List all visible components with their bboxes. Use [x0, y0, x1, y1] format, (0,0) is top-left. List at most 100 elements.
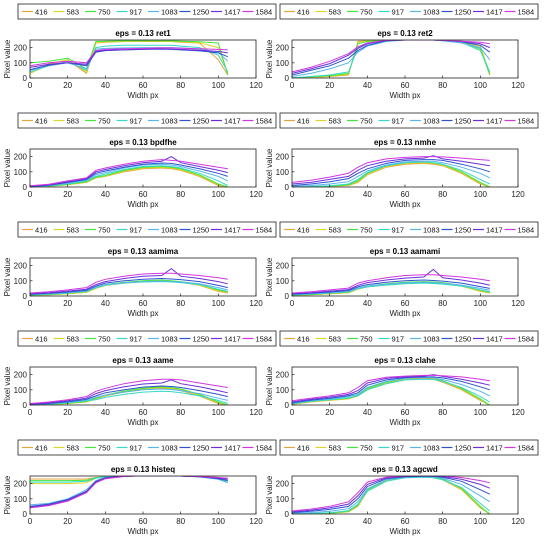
series-line-416	[292, 40, 491, 78]
legend-label: 917	[392, 335, 405, 344]
series-line-1250	[292, 159, 490, 186]
legend-label: 1584	[518, 444, 535, 453]
series-line-1417	[292, 155, 490, 185]
series-line-1417	[30, 267, 228, 295]
y-tick-label: 200	[14, 371, 28, 380]
series-group	[30, 156, 229, 187]
legend-label: 1083	[423, 335, 440, 344]
x-tick-label: 60	[401, 81, 410, 90]
legend-label: 1250	[193, 117, 210, 126]
x-tick-label: 0	[290, 299, 295, 308]
legend-label: 416	[35, 335, 48, 344]
y-axis-label: Pixel value	[3, 148, 12, 187]
legend-label: 750	[360, 8, 373, 17]
x-tick-label: 100	[474, 517, 488, 526]
x-tick-label: 80	[176, 190, 185, 199]
subplot-5: 416 583 750 917 1083 1250 1417 1584 eps = 0.13 a…	[3, 221, 277, 318]
x-tick-label: 60	[401, 190, 410, 199]
legend-label: 1083	[161, 8, 178, 17]
legend-box	[17, 221, 277, 238]
series-line-1250	[292, 476, 491, 513]
series-line-1083	[292, 377, 491, 404]
y-tick-label: 100	[14, 59, 28, 68]
series-line-1417	[292, 374, 490, 403]
series-line-750	[30, 40, 229, 76]
series-line-1250	[292, 376, 490, 404]
series-line-1417	[30, 48, 228, 68]
legend-label: 416	[297, 117, 310, 126]
legend-label: 1417	[486, 226, 503, 235]
y-tick-label: 100	[276, 386, 290, 395]
series-line-1083	[292, 476, 491, 514]
x-tick-label: 20	[63, 299, 72, 308]
x-tick-label: 60	[139, 517, 148, 526]
y-tick-label: 0	[285, 74, 290, 83]
legend-label: 917	[130, 444, 143, 453]
legend-label: 1584	[256, 226, 273, 235]
x-tick-label: 100	[212, 408, 226, 417]
legend-label: 1250	[455, 117, 472, 126]
legend-label: 1417	[224, 444, 241, 453]
series-line-1584	[30, 159, 228, 187]
x-tick-label: 20	[63, 81, 72, 90]
chart-title: eps = 0.13 agcwd	[372, 465, 438, 474]
legend-label: 917	[392, 226, 405, 235]
x-tick-label: 120	[511, 190, 525, 199]
legend-label: 1083	[161, 117, 178, 126]
legend-label: 1250	[455, 226, 472, 235]
x-tick-label: 40	[363, 81, 372, 90]
legend-label: 583	[67, 8, 80, 17]
y-tick-label: 100	[14, 495, 28, 504]
chart-title: eps = 0.13 bpdfhe	[109, 138, 177, 147]
series-line-1250	[30, 277, 228, 295]
legend-label: 416	[35, 117, 48, 126]
x-axis-label: Width px	[389, 200, 420, 209]
legend-label: 583	[67, 226, 80, 235]
series-line-750	[292, 476, 491, 514]
x-tick-label: 80	[438, 81, 447, 90]
x-tick-label: 100	[474, 408, 488, 417]
x-tick-label: 120	[511, 299, 525, 308]
y-tick-label: 100	[14, 168, 28, 177]
legend-label: 750	[98, 226, 111, 235]
x-tick-label: 20	[325, 408, 334, 417]
x-tick-label: 20	[63, 408, 72, 417]
legend-label: 1417	[224, 335, 241, 344]
series-group	[30, 267, 228, 296]
x-axis-label: Width px	[389, 527, 420, 536]
legend-label: 917	[130, 226, 143, 235]
x-axis-label: Width px	[389, 309, 420, 318]
y-axis-label: Pixel value	[265, 257, 274, 296]
legend-box	[279, 439, 539, 456]
legend-label: 1417	[486, 8, 503, 17]
x-tick-label: 60	[401, 517, 410, 526]
x-tick-label: 100	[212, 517, 226, 526]
x-tick-label: 100	[212, 299, 226, 308]
legend-label: 1584	[256, 335, 273, 344]
x-tick-label: 0	[290, 408, 295, 417]
legend-label: 917	[130, 117, 143, 126]
series-line-1083	[30, 388, 228, 405]
legend-label: 750	[98, 8, 111, 17]
x-tick-label: 80	[176, 299, 185, 308]
legend-label: 583	[329, 8, 342, 17]
subplot-7: 416 583 750 917 1083 1250 1417 1584 eps = 0.13 a…	[3, 330, 277, 427]
x-tick-label: 0	[290, 517, 295, 526]
series-line-1584	[30, 272, 228, 294]
y-axis-label: Pixel value	[265, 475, 274, 514]
legend-label: 416	[35, 8, 48, 17]
x-tick-label: 80	[176, 81, 185, 90]
legend-box	[17, 330, 277, 347]
series-line-1250	[30, 162, 228, 187]
legend-label: 1417	[224, 226, 241, 235]
x-tick-label: 100	[474, 299, 488, 308]
legend-label: 583	[67, 335, 80, 344]
x-tick-label: 40	[101, 299, 110, 308]
legend-label: 583	[67, 117, 80, 126]
legend-label: 917	[130, 8, 143, 17]
series-line-1584	[292, 156, 490, 183]
series-line-917	[292, 161, 491, 187]
series-line-1250	[292, 279, 490, 295]
y-tick-label: 200	[276, 480, 290, 489]
x-tick-label: 40	[363, 517, 372, 526]
